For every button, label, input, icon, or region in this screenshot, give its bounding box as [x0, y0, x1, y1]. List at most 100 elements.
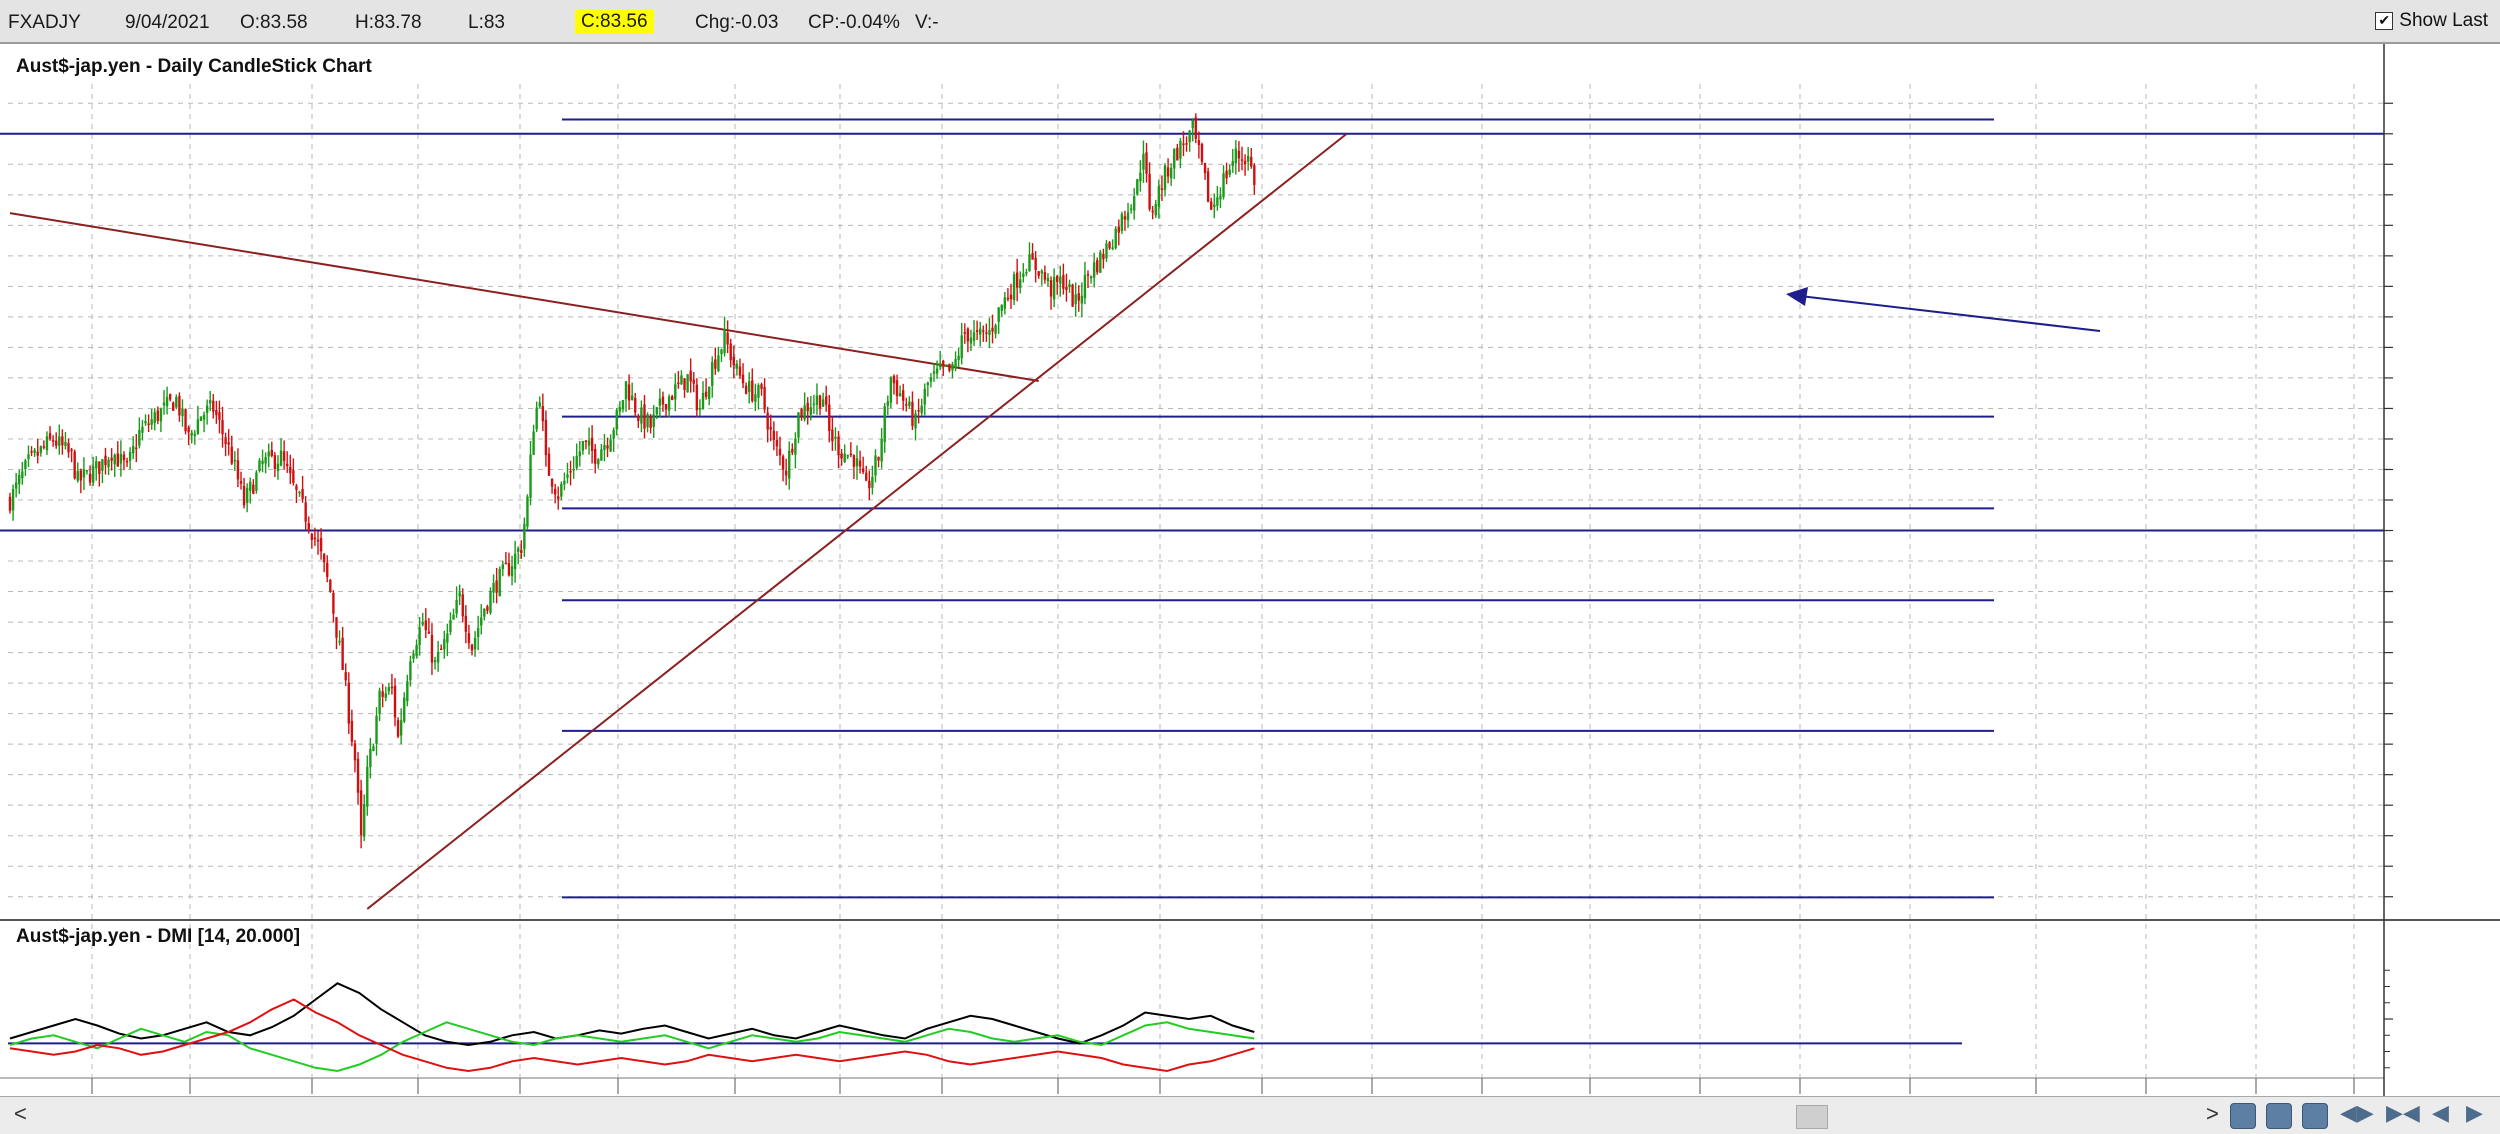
- candle-body: [1114, 228, 1117, 249]
- candle-body: [433, 660, 437, 663]
- candle-body: [763, 387, 766, 410]
- candle-body: [1059, 276, 1062, 284]
- candle-body: [929, 377, 933, 382]
- candle-body: [187, 427, 190, 433]
- candle-body: [341, 637, 344, 670]
- zoom-fit-icon[interactable]: [2302, 1103, 2328, 1129]
- scroll-thumb[interactable]: [1796, 1105, 1828, 1129]
- dmi-chart-title: Aust$-jap.yen - DMI [14, 20.000]: [16, 926, 300, 947]
- candle-body: [960, 335, 963, 359]
- candle-body: [1213, 204, 1216, 208]
- candle-body: [64, 441, 67, 447]
- candle-body: [1025, 272, 1028, 274]
- candle-body: [18, 474, 21, 485]
- zoom-out-icon[interactable]: [2266, 1103, 2292, 1129]
- candle-body: [707, 386, 711, 400]
- candle-body: [8, 496, 12, 511]
- candle-body: [972, 332, 976, 341]
- candle-body: [680, 375, 683, 385]
- candle-body: [88, 473, 92, 483]
- candle-body: [1129, 208, 1133, 210]
- candle-body: [618, 407, 622, 412]
- checkbox-checked-icon[interactable]: ✔: [2375, 12, 2394, 30]
- candle-body: [128, 452, 132, 461]
- step-right-icon[interactable]: ▶: [2466, 1100, 2483, 1125]
- candle-body: [1179, 140, 1182, 159]
- candle-body: [526, 496, 529, 527]
- candle-body: [30, 451, 33, 453]
- candle-body: [1253, 165, 1256, 185]
- candle-body: [55, 440, 58, 446]
- candle-body: [310, 534, 314, 541]
- candle-body: [957, 355, 960, 361]
- candle-body: [520, 549, 523, 554]
- candle-body: [33, 450, 36, 453]
- candle-body: [440, 648, 443, 651]
- candle-body: [523, 523, 526, 550]
- candle-body: [1197, 140, 1201, 146]
- candle-body: [316, 539, 320, 542]
- dmi-series-adx: [9, 982, 1255, 1047]
- candle-body: [95, 461, 98, 469]
- open-value: O:83.58: [240, 12, 308, 33]
- candle-body: [698, 408, 702, 410]
- zoom-in-icon[interactable]: [2230, 1103, 2256, 1129]
- candlestick-series: [8, 113, 1256, 849]
- candle-body: [587, 440, 591, 446]
- candle-body: [1086, 274, 1090, 276]
- candle-body: [895, 380, 899, 397]
- candle-body: [849, 453, 853, 456]
- grid-lines: [0, 84, 2500, 1079]
- candle-body: [1160, 188, 1164, 191]
- candle-body: [369, 748, 372, 768]
- candle-body: [594, 448, 597, 464]
- scroll-right-icon[interactable]: >: [2206, 1101, 2219, 1126]
- candle-body: [319, 537, 323, 552]
- candle-body: [1133, 196, 1136, 211]
- candle-body: [938, 363, 942, 368]
- candle-body: [421, 622, 424, 625]
- candle-body: [393, 686, 397, 718]
- candle-body: [452, 614, 455, 620]
- scroll-both-icon[interactable]: ◀▶: [2340, 1100, 2374, 1125]
- candle-body: [1009, 294, 1013, 300]
- candle-body: [159, 408, 163, 422]
- price-axis: [2383, 44, 2393, 1096]
- step-left-icon[interactable]: ◀: [2432, 1100, 2449, 1125]
- candle-body: [338, 640, 341, 643]
- candle-body: [215, 409, 218, 416]
- candle-body: [307, 523, 310, 531]
- candle-body: [627, 384, 631, 401]
- candle-body: [427, 631, 431, 634]
- candle-body: [658, 398, 662, 406]
- candle-body: [1206, 171, 1210, 202]
- candle-body: [772, 430, 776, 440]
- candle-body: [14, 482, 18, 489]
- candle-body: [686, 374, 689, 393]
- candle-body: [76, 471, 79, 481]
- show-last-checkbox[interactable]: ✔ Show Last: [2375, 10, 2488, 32]
- candle-body: [886, 401, 889, 406]
- candle-body: [329, 579, 332, 592]
- candle-body: [948, 363, 951, 371]
- candle-body: [507, 562, 511, 576]
- horizontal-scrollbar[interactable]: < > ◀▶ ▶◀ ◀ ▶: [0, 1096, 2500, 1134]
- candle-body: [535, 407, 538, 430]
- scroll-end-icon[interactable]: ▶◀: [2386, 1100, 2420, 1125]
- candle-body: [486, 606, 489, 611]
- candle-body: [344, 672, 347, 681]
- candle-body: [717, 355, 720, 371]
- candle-body: [205, 405, 209, 413]
- candle-body: [98, 461, 101, 474]
- candle-body: [741, 374, 745, 384]
- candle-body: [199, 416, 203, 421]
- candle-body: [45, 436, 49, 451]
- candle-body: [898, 393, 902, 397]
- candle-body: [975, 330, 979, 332]
- candle-body: [252, 484, 255, 494]
- candle-body: [61, 436, 64, 446]
- candle-body: [464, 615, 468, 632]
- scroll-left-icon[interactable]: <: [14, 1101, 27, 1126]
- candle-body: [1203, 162, 1207, 174]
- candle-body: [517, 548, 520, 552]
